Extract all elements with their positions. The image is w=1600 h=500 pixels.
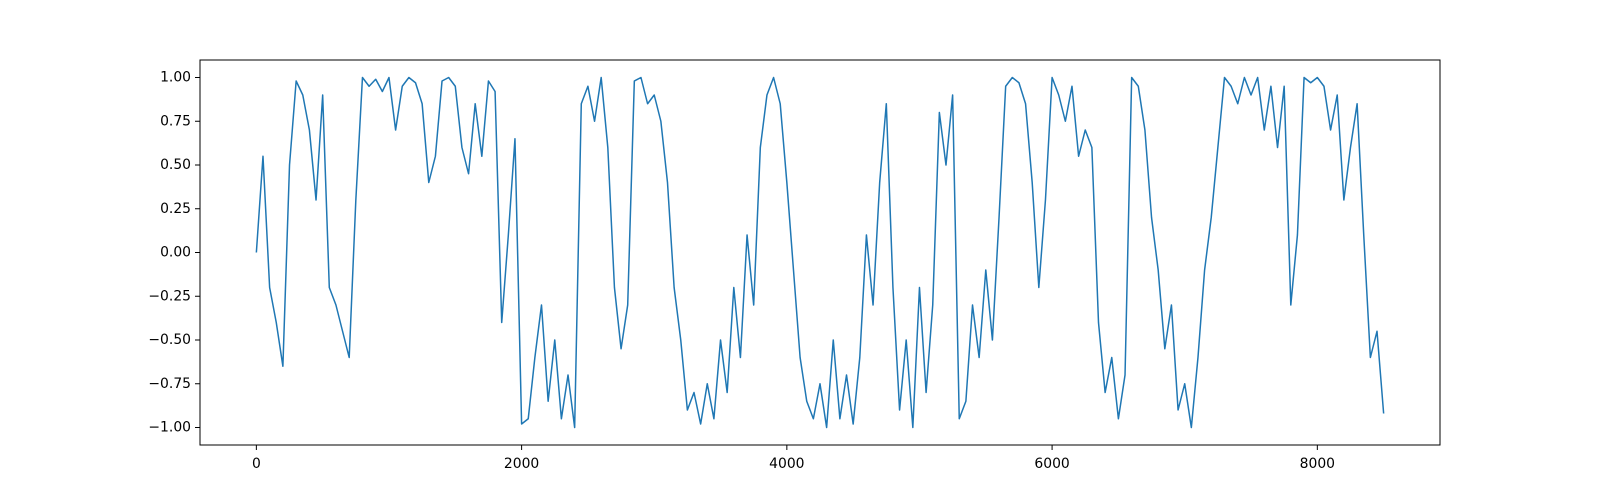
x-tick-label: 8000 [1300, 456, 1335, 472]
plot-frame [199, 59, 1441, 446]
data-line [255, 76, 1385, 429]
y-tick-label: 0.75 [160, 113, 191, 129]
y-tick-label: −0.50 [148, 332, 191, 348]
y-tick-label: 0.00 [160, 245, 191, 261]
y-tick-label: −0.25 [148, 288, 191, 304]
x-tick-label: 4000 [769, 456, 804, 472]
y-tick-label: 0.25 [160, 201, 191, 217]
y-tick-label: 1.00 [160, 70, 191, 86]
x-tick-label: 6000 [1034, 456, 1069, 472]
x-tick-label: 2000 [504, 456, 539, 472]
y-tick-label: −1.00 [148, 420, 191, 436]
y-tick-label: 0.50 [160, 157, 191, 173]
y-tick-label: −0.75 [148, 376, 191, 392]
x-tick-label: 0 [252, 456, 261, 472]
